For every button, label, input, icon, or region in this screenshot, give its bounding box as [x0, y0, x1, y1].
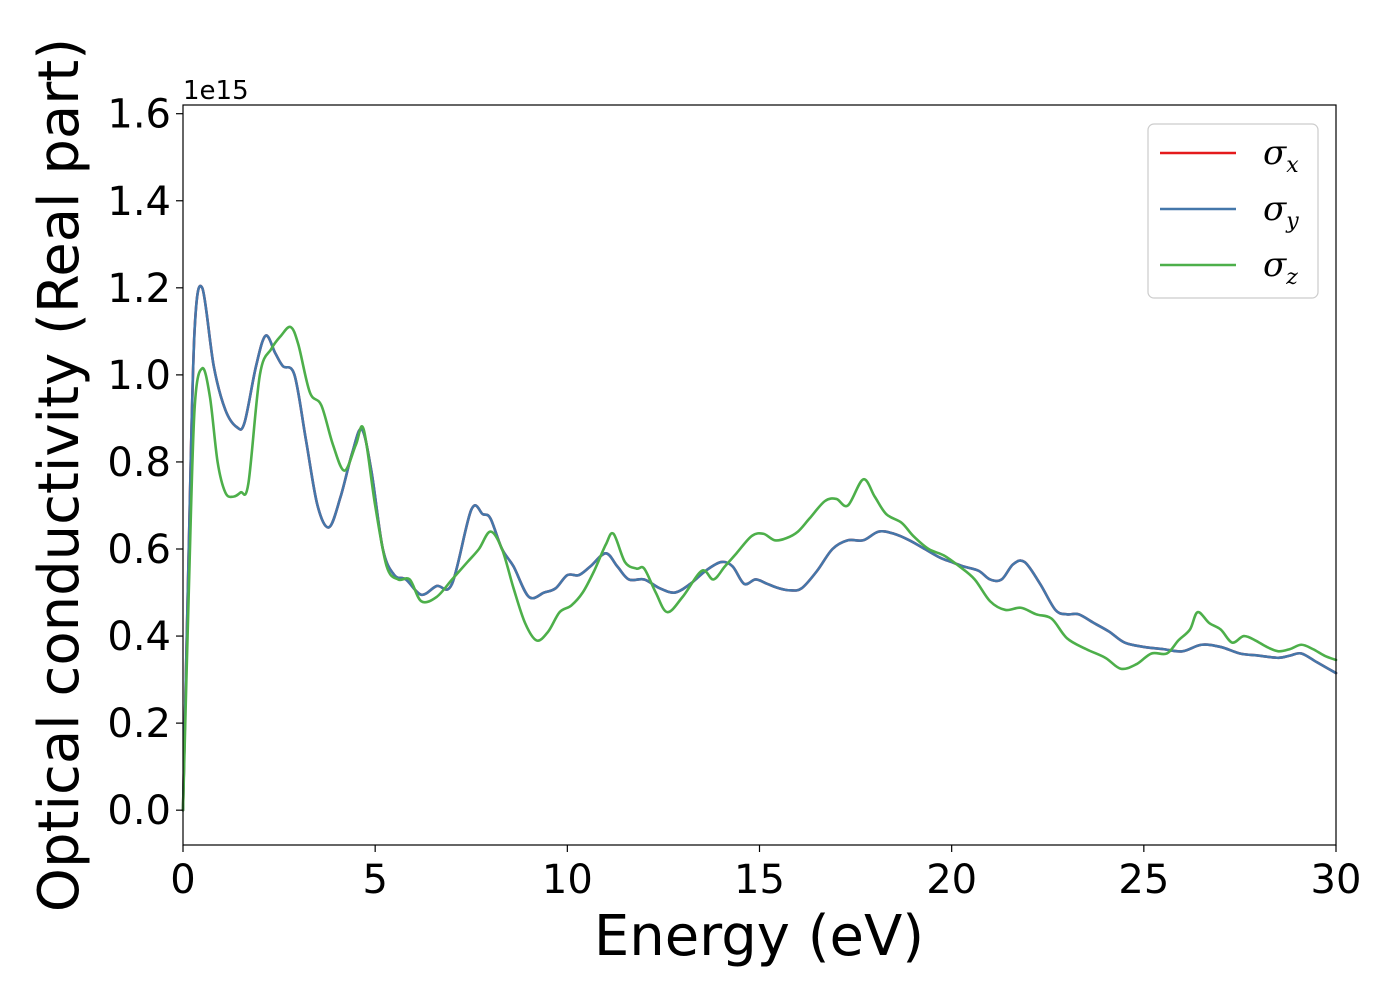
- legend-subscript: x: [1286, 153, 1299, 178]
- x-axis-title: Energy (eV): [594, 904, 924, 969]
- x-tick-label: 15: [734, 857, 785, 903]
- legend-subscript: z: [1285, 265, 1298, 290]
- y-tick-label: 0.4: [107, 614, 171, 660]
- series-group: [181, 284, 1338, 812]
- legend-label-y: σy: [1263, 189, 1299, 234]
- legend-box: [1147, 123, 1319, 299]
- legend-subscript: y: [1285, 209, 1299, 234]
- series-line-z: [181, 325, 1338, 812]
- y-axis-title: Optical conductivity (Real part): [27, 38, 92, 912]
- x-tick-label: 0: [170, 857, 195, 903]
- y-tick-label: 0.2: [107, 701, 171, 747]
- y-tick-label: 0.0: [107, 788, 171, 834]
- y-tick-label: 0.8: [107, 440, 171, 486]
- x-tick-label: 20: [926, 857, 977, 903]
- x-tick-label: 10: [542, 857, 593, 903]
- x-tick-label: 5: [362, 857, 387, 903]
- y-offset-label: 1e15: [183, 76, 249, 106]
- x-tick-label: 30: [1311, 857, 1362, 903]
- plot-background: [183, 105, 1336, 845]
- y-axis-ticks: 0.0 0.2 0.4 0.6 0.8 1.0 1.2 1.4 1.6: [107, 92, 183, 834]
- y-tick-label: 0.6: [107, 527, 171, 573]
- x-tick-label: 25: [1118, 857, 1169, 903]
- y-tick-label: 1.2: [107, 266, 171, 312]
- y-tick-label: 1.4: [107, 179, 171, 225]
- y-tick-label: 1.6: [107, 92, 171, 138]
- y-tick-label: 1.0: [107, 353, 171, 399]
- x-axis-ticks: 0 5 10 15 20 25 30: [170, 845, 1361, 903]
